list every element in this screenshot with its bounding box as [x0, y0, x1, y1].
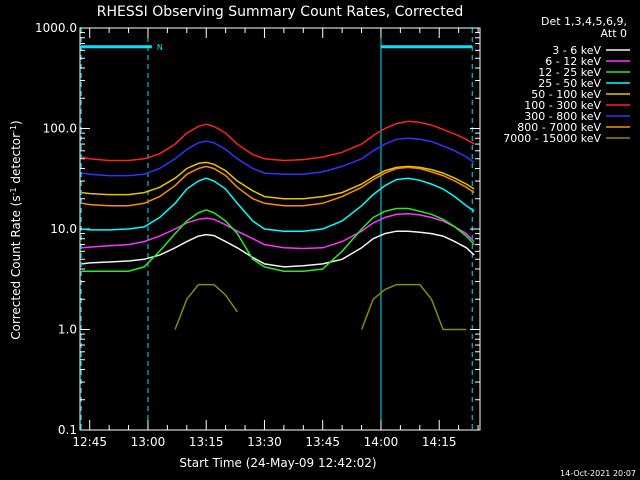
y-tick-label: 1000.0 — [35, 21, 77, 35]
series-line-7 — [81, 137, 475, 177]
y-tick-label: 1.0 — [58, 323, 77, 337]
x-tick-label: 13:00 — [131, 435, 166, 449]
series-line-3 — [81, 207, 475, 272]
y-axis-label-main: Corrected Count Rate (s — [9, 195, 23, 339]
x-axis-label: Start Time (24-May-09 12:42:02) — [179, 456, 376, 470]
series-line-1 — [81, 230, 475, 268]
series-line-6 — [81, 120, 475, 162]
legend-label: 300 - 800 keV — [524, 110, 601, 123]
night-marker: N — [157, 43, 163, 52]
series-line-8 — [81, 165, 475, 207]
series-line-4 — [81, 177, 475, 232]
y-tick-label: 100.0 — [43, 122, 77, 136]
y-axis-label-exponent: -1 — [9, 187, 18, 195]
y-axis-label-exponent: -1 — [9, 125, 18, 133]
legend-label: 7000 - 15000 keV — [503, 132, 601, 145]
legend-header-line: Att 0 — [601, 27, 627, 40]
y-tick-label: 0.1 — [58, 423, 77, 437]
x-tick-label: 13:30 — [247, 435, 282, 449]
x-tick-label: 13:45 — [305, 435, 340, 449]
x-tick-label: 12:45 — [72, 435, 107, 449]
footer-timestamp: 14-Oct-2021 20:07 — [560, 469, 636, 478]
chart-title: RHESSI Observing Summary Count Rates, Co… — [97, 4, 463, 20]
series-line-9 — [174, 283, 467, 331]
legend-label: 6 - 12 keV — [545, 55, 601, 68]
legend-label: 3 - 6 keV — [552, 44, 601, 57]
legend-label: 12 - 25 keV — [538, 66, 601, 79]
x-tick-label: 13:15 — [189, 435, 224, 449]
legend-header-line: Det 1,3,4,5,6,9, — [541, 15, 627, 28]
plot-area: N 1000.0 100.0 10.0 1.0 0.112:45 13:00 13:15 13:… — [35, 21, 481, 449]
series-line-5 — [81, 161, 475, 200]
y-axis-label-end: ) — [9, 120, 23, 125]
legend-label: 800 - 7000 keV — [517, 121, 601, 134]
legend-label: 25 - 50 keV — [538, 77, 601, 90]
y-axis-label-mid: detector — [9, 133, 23, 188]
legend-header: Det 1,3,4,5,6,9,Att 0 — [541, 15, 627, 40]
legend-label: 100 - 300 keV — [524, 99, 601, 112]
y-tick-label: 10.0 — [50, 222, 77, 236]
legend-label: 50 - 100 keV — [531, 88, 601, 101]
x-tick-label: 14:00 — [364, 435, 399, 449]
x-tick-label: 14:15 — [422, 435, 457, 449]
y-axis-label: Corrected Count Rate (s-1 detector-1) — [9, 120, 24, 339]
series-line-2 — [81, 212, 475, 250]
